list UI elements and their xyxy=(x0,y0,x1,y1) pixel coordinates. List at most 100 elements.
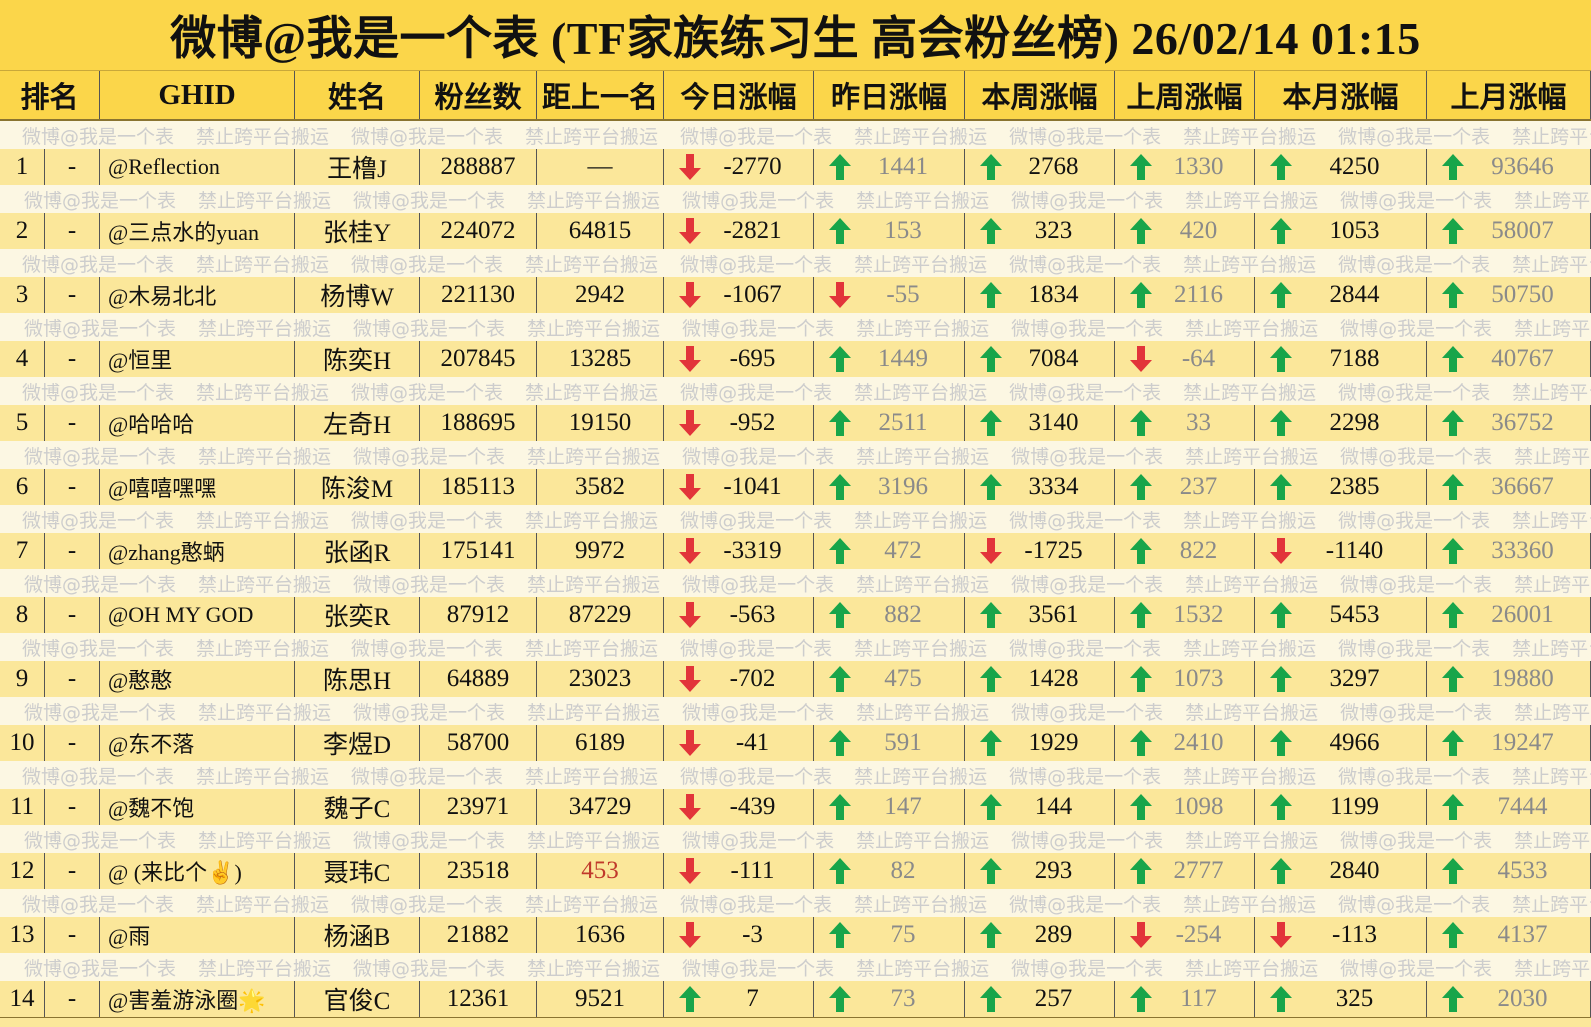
delta-value: 1428 xyxy=(1028,665,1079,692)
cell-last-week: 117 xyxy=(1115,981,1255,1017)
watermark-text: 微博@我是一个表 xyxy=(1009,509,1162,532)
cell-today: -1067 xyxy=(664,277,814,313)
arrow-down-icon xyxy=(679,666,701,692)
cell-month: -1140 xyxy=(1255,533,1427,569)
delta-value: 82 xyxy=(890,857,916,884)
watermark-text: 禁止跨平台搬运 xyxy=(1514,445,1591,468)
watermark-text: 微博@我是一个表 xyxy=(351,125,504,148)
cell-gap: 453 xyxy=(537,853,664,889)
watermark-text: 微博@我是一个表 xyxy=(1011,573,1164,596)
cell-week: 293 xyxy=(965,853,1115,889)
delta-value: 882 xyxy=(884,601,922,628)
cell-fans: 175141 xyxy=(420,533,537,569)
watermark-row: 微博@我是一个表 禁止跨平台搬运 微博@我是一个表 禁止跨平台搬运 微博@我是一个表 禁止… xyxy=(0,761,1591,790)
cell-fans: 288887 xyxy=(420,149,537,185)
watermark-text: 微博@我是一个表 xyxy=(680,381,833,404)
cell-last-month: 36667 xyxy=(1427,469,1591,505)
cell-rank: 5 xyxy=(0,405,45,441)
watermark-row: 微博@我是一个表 禁止跨平台搬运 微博@我是一个表 禁止跨平台搬运 微博@我是一个表 禁止… xyxy=(0,953,1591,982)
arrow-up-icon xyxy=(1442,154,1464,180)
table-row: 9- @憨憨 陈思H 64889 23023 -702 475 1428 1073 3297 198… xyxy=(0,661,1591,698)
cell-gap: 9972 xyxy=(537,533,664,569)
watermark-text: 微博@我是一个表 xyxy=(1338,509,1491,532)
cell-fans: 221130 xyxy=(420,277,537,313)
column-header: 排名 xyxy=(0,71,100,119)
arrow-up-icon xyxy=(829,538,851,564)
cell-today: 7 xyxy=(664,981,814,1017)
cell-rank: 3 xyxy=(0,277,45,313)
table-row: 5- @哈哈哈 左奇H 188695 19150 -952 2511 3140 33 2298 36… xyxy=(0,405,1591,442)
watermark-text: 禁止跨平台搬运 xyxy=(856,317,990,340)
cell-yesterday: 591 xyxy=(814,725,965,761)
cell-ghid-dash: - xyxy=(45,725,100,761)
watermark-text: 微博@我是一个表 xyxy=(1340,445,1493,468)
table-row: 11- @魏不饱 魏子C 23971 34729 -439 147 144 1098 1199 74… xyxy=(0,789,1591,826)
watermark-text: 禁止跨平台搬运 xyxy=(525,125,659,148)
delta-value: 2768 xyxy=(1028,153,1079,180)
cell-week: 7084 xyxy=(965,341,1115,377)
arrow-up-icon xyxy=(1442,474,1464,500)
arrow-up-icon xyxy=(1442,794,1464,820)
cell-week: 3561 xyxy=(965,597,1115,633)
watermark-text: 微博@我是一个表 xyxy=(680,893,833,916)
cell-fans: 23971 xyxy=(420,789,537,825)
cell-ghid-dash: - xyxy=(45,533,100,569)
cell-gap: 19150 xyxy=(537,405,664,441)
cell-gap: 2942 xyxy=(537,277,664,313)
arrow-up-icon xyxy=(1442,986,1464,1012)
watermark-text: 微博@我是一个表 xyxy=(353,573,506,596)
arrow-down-icon xyxy=(679,794,701,820)
watermark-text: 微博@我是一个表 xyxy=(353,317,506,340)
cell-last-month: 2030 xyxy=(1427,981,1591,1017)
cell-last-month: 4533 xyxy=(1427,853,1591,889)
column-header: 上月涨幅 xyxy=(1427,71,1591,119)
cell-name: 张函R xyxy=(295,533,420,569)
watermark-text: 微博@我是一个表 xyxy=(1011,317,1164,340)
watermark-text: 微博@我是一个表 xyxy=(24,701,177,724)
watermark-text: 禁止跨平台搬运 xyxy=(1514,829,1591,852)
column-header: GHID xyxy=(100,71,295,119)
watermark-text: 禁止跨平台搬运 xyxy=(1183,253,1317,276)
watermark-text: 微博@我是一个表 xyxy=(22,637,175,660)
cell-ghid-dash: - xyxy=(45,277,100,313)
arrow-up-icon xyxy=(829,858,851,884)
watermark-text: 禁止跨平台搬运 xyxy=(1512,893,1591,916)
cell-yesterday: 2511 xyxy=(814,405,965,441)
cell-gap: 9521 xyxy=(537,981,664,1017)
watermark-text: 禁止跨平台搬运 xyxy=(527,189,661,212)
watermark-text: 禁止跨平台搬运 xyxy=(1183,893,1317,916)
cell-week: -1725 xyxy=(965,533,1115,569)
arrow-up-icon xyxy=(1130,730,1152,756)
watermark-text: 禁止跨平台搬运 xyxy=(198,957,332,980)
delta-value: -563 xyxy=(729,601,776,628)
cell-yesterday: 3196 xyxy=(814,469,965,505)
arrow-up-icon xyxy=(1270,282,1292,308)
arrow-up-icon xyxy=(1130,986,1152,1012)
cell-fans: 21882 xyxy=(420,917,537,953)
delta-value: 822 xyxy=(1179,537,1218,564)
arrow-up-icon xyxy=(980,218,1002,244)
column-header: 本周涨幅 xyxy=(965,71,1115,119)
delta-value: 1834 xyxy=(1028,281,1079,308)
cell-ghid: @zhang憨蛃 xyxy=(100,533,295,569)
cell-ghid-dash: - xyxy=(45,405,100,441)
watermark-text: 禁止跨平台搬运 xyxy=(525,509,659,532)
cell-gap: 64815 xyxy=(537,213,664,249)
watermark-text: 微博@我是一个表 xyxy=(1009,893,1162,916)
watermark-text: 微博@我是一个表 xyxy=(351,509,504,532)
cell-name: 杨博W xyxy=(295,277,420,313)
arrow-up-icon xyxy=(1130,154,1152,180)
arrow-up-icon xyxy=(1442,410,1464,436)
delta-value: 2116 xyxy=(1173,281,1224,308)
cell-week: 289 xyxy=(965,917,1115,953)
cell-today: -563 xyxy=(664,597,814,633)
cell-ghid: @三点水的yuan xyxy=(100,213,295,249)
cell-week: 1834 xyxy=(965,277,1115,313)
arrow-up-icon xyxy=(829,794,851,820)
watermark-text: 微博@我是一个表 xyxy=(682,189,835,212)
cell-today: -695 xyxy=(664,341,814,377)
delta-value: 147 xyxy=(884,793,922,820)
watermark-text: 微博@我是一个表 xyxy=(1011,445,1164,468)
watermark-text: 禁止跨平台搬运 xyxy=(1185,445,1319,468)
